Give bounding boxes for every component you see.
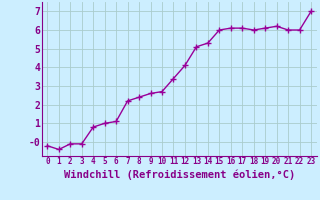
X-axis label: Windchill (Refroidissement éolien,°C): Windchill (Refroidissement éolien,°C) bbox=[64, 169, 295, 180]
